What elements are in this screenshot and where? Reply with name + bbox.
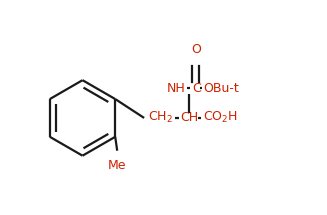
Text: NH: NH xyxy=(167,82,186,95)
Text: CH$_2$: CH$_2$ xyxy=(148,110,173,126)
Text: OBu-t: OBu-t xyxy=(204,82,239,95)
Text: CH: CH xyxy=(180,111,198,124)
Text: C: C xyxy=(192,82,200,95)
Text: Me: Me xyxy=(108,159,127,172)
Text: CO$_2$H: CO$_2$H xyxy=(203,110,237,126)
Text: O: O xyxy=(191,43,201,56)
